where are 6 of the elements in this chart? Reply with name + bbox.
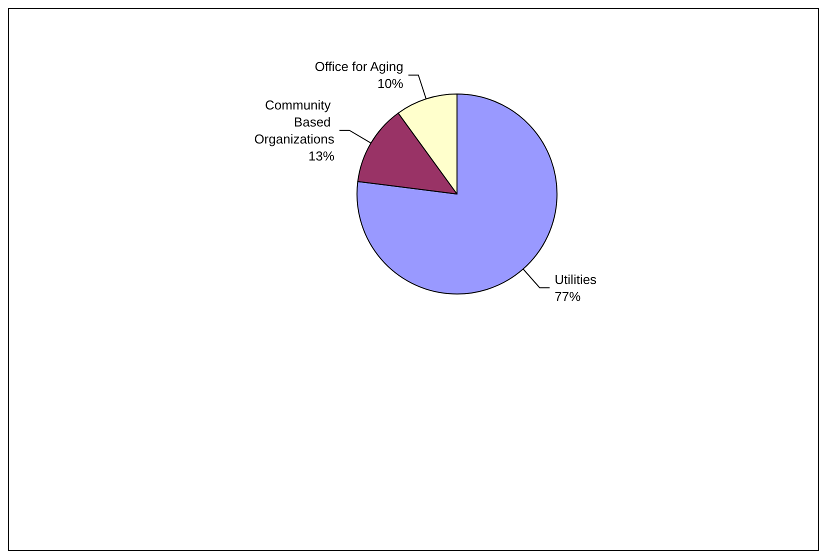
slice-label: Community Based Organizations [254,97,335,146]
slice-label: Office for Aging [314,59,404,74]
data-label: 10% [377,76,404,92]
data-label: 77% [554,288,582,304]
data-label: 13% [308,148,335,164]
slice-label: Utilities [554,272,598,287]
